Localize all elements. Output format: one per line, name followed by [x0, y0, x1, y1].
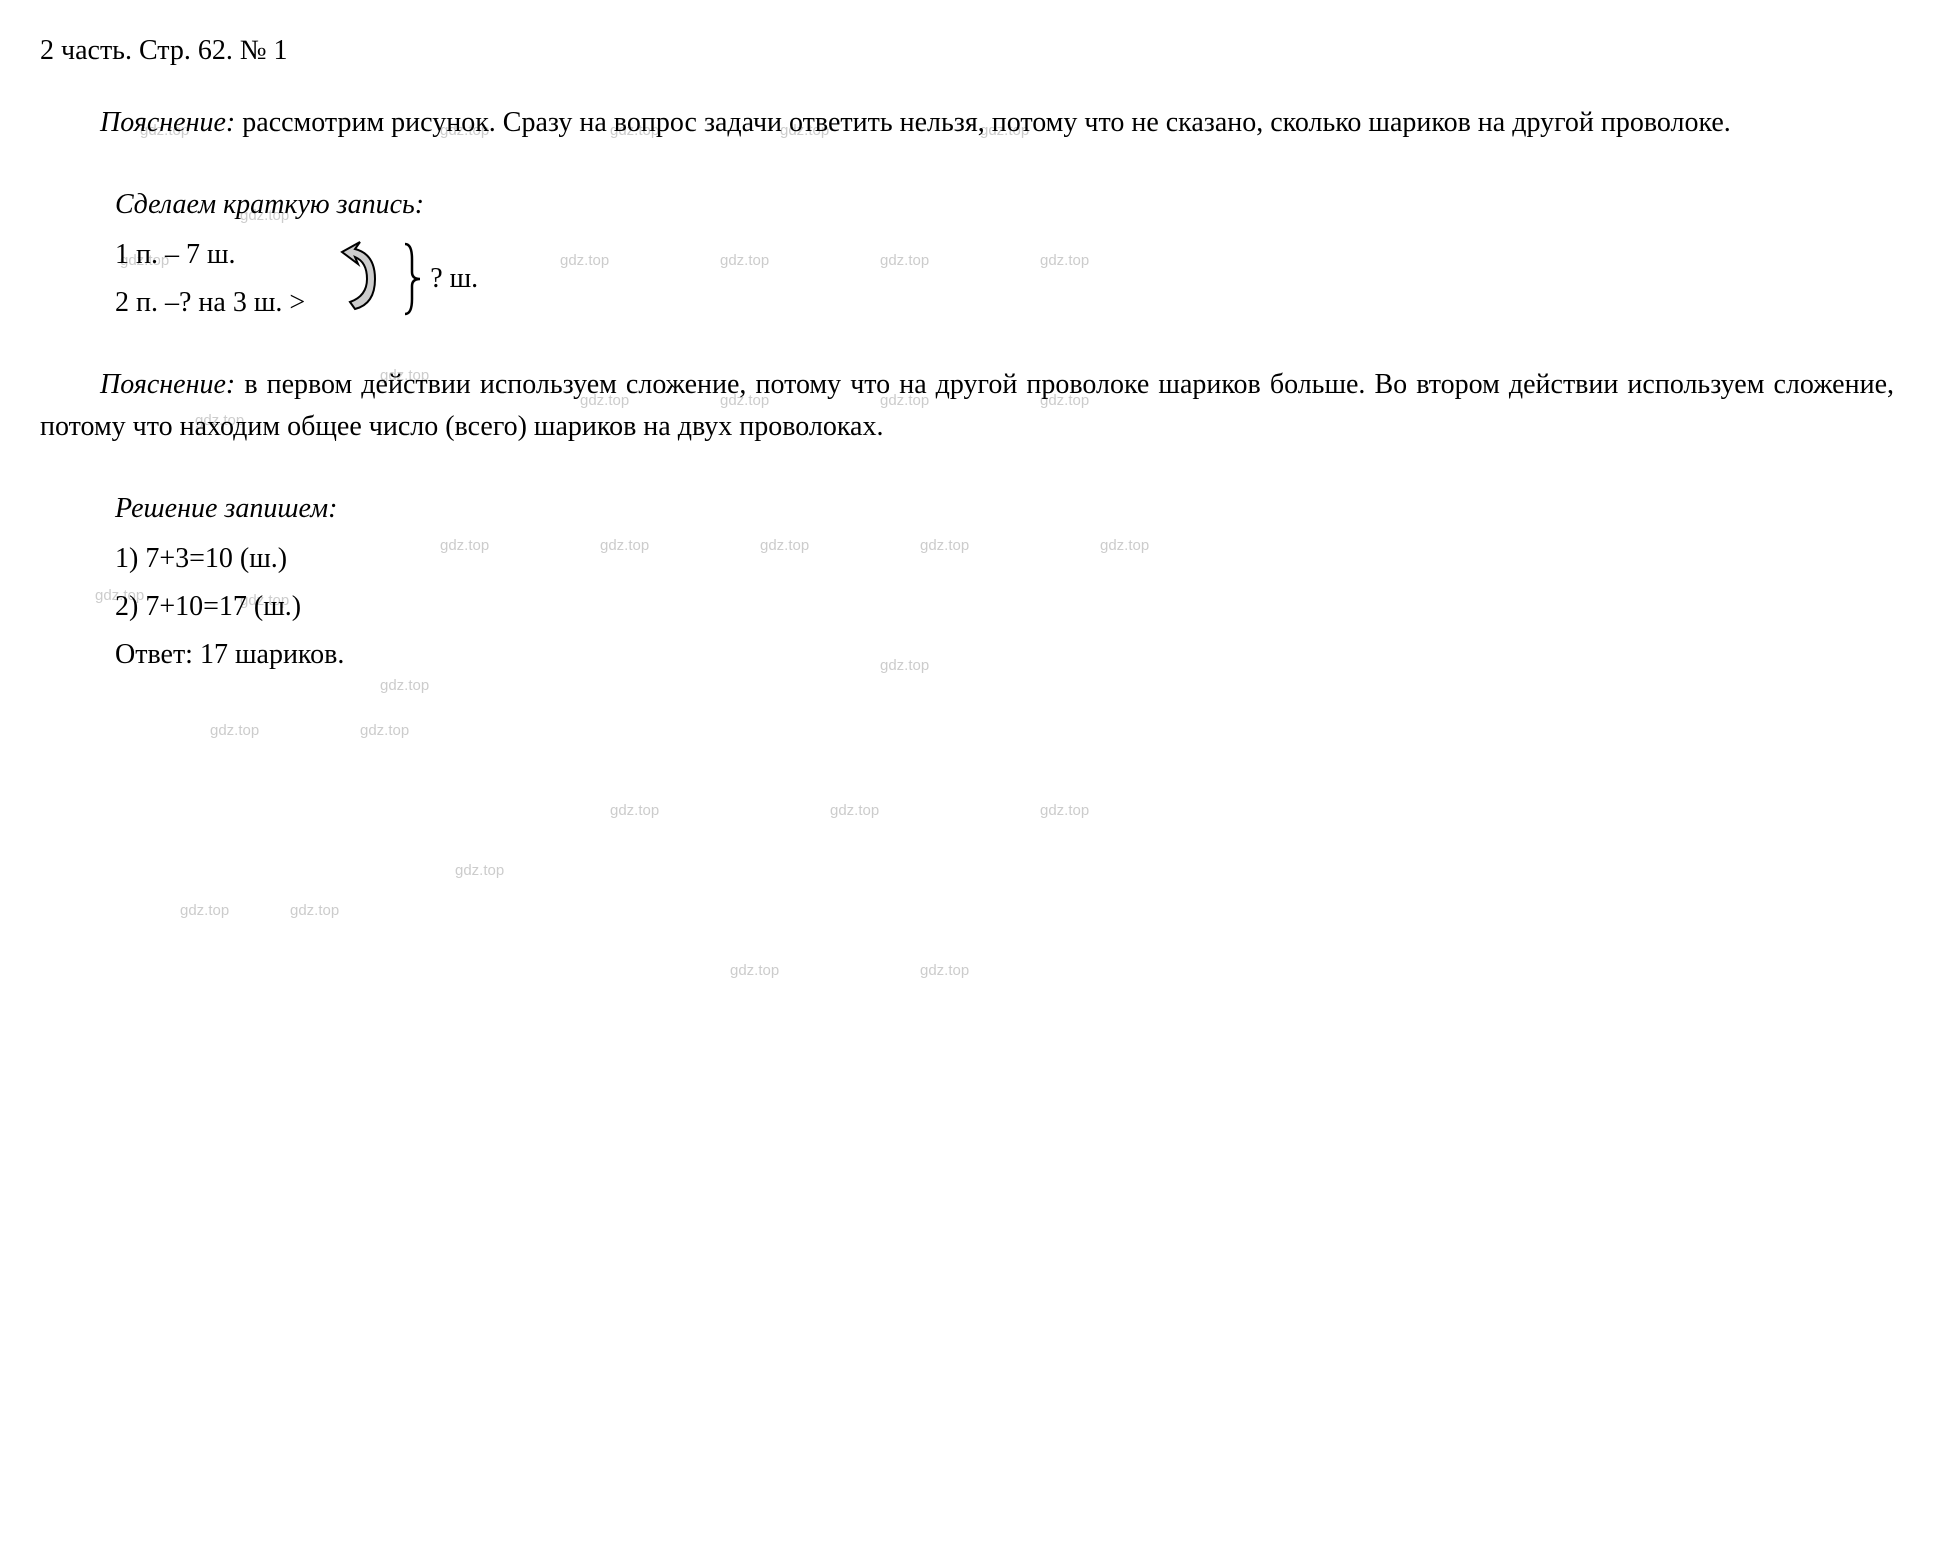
short-record-block: Сделаем краткую запись: 1 п. – 7 ш. 2 п.… — [115, 184, 1894, 324]
short-record-lines: 1 п. – 7 ш. 2 п. –? на 3 ш. > ? ш. — [115, 234, 1894, 324]
watermark-text: gdz.top — [180, 900, 229, 923]
short-record-line-2: 2 п. –? на 3 ш. > — [115, 282, 305, 324]
watermark-text: gdz.top — [920, 960, 969, 983]
page-container: gdz.topgdz.topgdz.topgdz.topgdz.topgdz.t… — [40, 30, 1894, 676]
watermark-text: gdz.top — [210, 720, 259, 743]
watermark-text: gdz.top — [610, 800, 659, 823]
short-record-title: Сделаем краткую запись: — [115, 184, 1894, 226]
watermark-text: gdz.top — [1040, 800, 1089, 823]
page-header: 2 часть. Стр. 62. № 1 — [40, 30, 1894, 72]
short-record-result: ? ш. — [430, 258, 478, 300]
explanation-1-label: Пояснение: — [100, 107, 235, 138]
watermark-text: gdz.top — [360, 720, 409, 743]
explanation-1: Пояснение: рассмотрим рисунок. Сразу на … — [40, 102, 1894, 144]
solution-step-2: 2) 7+10=17 (ш.) — [115, 586, 1894, 628]
explanation-2: Пояснение: в первом действии используем … — [40, 364, 1894, 448]
short-record-text: 1 п. – 7 ш. 2 п. –? на 3 ш. > — [115, 234, 305, 324]
watermark-text: gdz.top — [730, 960, 779, 983]
explanation-2-text: в первом действии используем сложение, п… — [40, 369, 1894, 442]
watermark-text: gdz.top — [455, 860, 504, 883]
short-record-line-1: 1 п. – 7 ш. — [115, 234, 305, 276]
curved-arrow-icon — [320, 234, 390, 324]
explanation-2-label: Пояснение: — [100, 369, 235, 400]
solution-answer: Ответ: 17 шариков. — [115, 634, 1894, 676]
watermark-text: gdz.top — [830, 800, 879, 823]
watermark-text: gdz.top — [290, 900, 339, 923]
watermark-text: gdz.top — [380, 675, 429, 698]
solution-block: Решение запишем: 1) 7+3=10 (ш.) 2) 7+10=… — [115, 488, 1894, 676]
content-layer: 2 часть. Стр. 62. № 1 Пояснение: рассмот… — [40, 30, 1894, 676]
explanation-1-text: рассмотрим рисунок. Сразу на вопрос зада… — [235, 107, 1731, 138]
brace-icon — [400, 234, 425, 324]
solution-title: Решение запишем: — [115, 488, 1894, 530]
solution-step-1: 1) 7+3=10 (ш.) — [115, 538, 1894, 580]
